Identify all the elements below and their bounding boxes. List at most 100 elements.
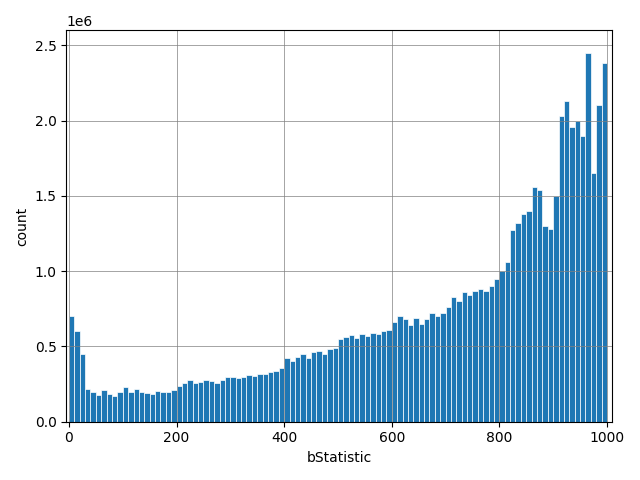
X-axis label: bStatistic: bStatistic bbox=[307, 451, 372, 465]
Bar bbox=[150, 394, 155, 422]
Bar bbox=[257, 374, 262, 422]
Bar bbox=[403, 319, 408, 422]
Bar bbox=[505, 262, 510, 422]
Bar bbox=[370, 333, 376, 422]
Bar bbox=[548, 229, 553, 422]
Bar bbox=[268, 372, 273, 422]
Bar bbox=[123, 387, 128, 422]
Bar bbox=[193, 384, 198, 422]
Bar bbox=[435, 316, 440, 422]
Bar bbox=[279, 368, 284, 422]
Bar bbox=[177, 385, 182, 422]
Bar bbox=[343, 337, 349, 422]
Bar bbox=[354, 338, 360, 422]
Bar bbox=[445, 307, 451, 422]
Bar bbox=[252, 376, 257, 422]
Bar bbox=[365, 336, 370, 422]
Bar bbox=[166, 392, 171, 422]
Bar bbox=[451, 297, 456, 422]
Bar bbox=[537, 190, 542, 422]
Bar bbox=[220, 380, 225, 422]
Bar bbox=[602, 63, 607, 422]
Bar bbox=[300, 354, 306, 422]
Bar bbox=[214, 383, 220, 422]
Bar bbox=[570, 127, 575, 422]
Bar bbox=[349, 335, 354, 422]
Bar bbox=[413, 318, 419, 422]
Bar bbox=[273, 371, 279, 422]
Bar bbox=[424, 319, 429, 422]
Bar bbox=[564, 101, 570, 422]
Bar bbox=[333, 348, 338, 422]
Bar bbox=[397, 316, 403, 422]
Bar bbox=[494, 279, 499, 422]
Y-axis label: count: count bbox=[15, 206, 29, 245]
Bar bbox=[575, 120, 580, 422]
Bar bbox=[188, 380, 193, 422]
Bar bbox=[542, 226, 548, 422]
Bar bbox=[289, 361, 295, 422]
Bar bbox=[101, 390, 107, 422]
Bar bbox=[139, 392, 144, 422]
Bar bbox=[80, 354, 85, 422]
Bar bbox=[322, 354, 327, 422]
Bar bbox=[392, 323, 397, 422]
Bar bbox=[112, 396, 117, 422]
Bar bbox=[591, 173, 596, 422]
Bar bbox=[209, 381, 214, 422]
Bar bbox=[96, 396, 101, 422]
Bar bbox=[182, 383, 188, 422]
Bar bbox=[171, 390, 177, 422]
Bar bbox=[360, 335, 365, 422]
Bar bbox=[311, 352, 316, 422]
Bar bbox=[408, 325, 413, 422]
Bar bbox=[472, 291, 478, 422]
Bar bbox=[230, 376, 236, 422]
Bar bbox=[316, 351, 322, 422]
Bar bbox=[483, 291, 488, 422]
Bar bbox=[532, 187, 537, 422]
Bar bbox=[515, 223, 521, 422]
Bar bbox=[74, 331, 80, 422]
Bar bbox=[69, 316, 74, 422]
Bar bbox=[295, 357, 300, 422]
Bar bbox=[419, 324, 424, 422]
Bar bbox=[241, 377, 246, 422]
Bar bbox=[440, 313, 445, 422]
Bar bbox=[488, 286, 494, 422]
Bar bbox=[246, 375, 252, 422]
Bar bbox=[526, 211, 532, 422]
Bar bbox=[521, 214, 526, 422]
Bar bbox=[376, 334, 381, 422]
Bar bbox=[262, 373, 268, 422]
Bar bbox=[198, 382, 204, 422]
Bar bbox=[144, 393, 150, 422]
Bar bbox=[387, 330, 392, 422]
Bar bbox=[107, 394, 112, 422]
Bar bbox=[306, 359, 311, 422]
Bar bbox=[596, 106, 602, 422]
Bar bbox=[161, 392, 166, 422]
Bar bbox=[553, 196, 559, 422]
Bar bbox=[236, 378, 241, 422]
Bar bbox=[467, 295, 472, 422]
Bar bbox=[128, 392, 134, 422]
Bar bbox=[85, 389, 90, 422]
Bar bbox=[155, 391, 161, 422]
Bar bbox=[580, 135, 586, 422]
Bar bbox=[499, 271, 505, 422]
Bar bbox=[429, 313, 435, 422]
Bar bbox=[461, 292, 467, 422]
Bar bbox=[478, 289, 483, 422]
Bar bbox=[338, 339, 343, 422]
Bar bbox=[225, 377, 230, 422]
Bar bbox=[510, 230, 515, 422]
Bar bbox=[204, 380, 209, 422]
Bar bbox=[134, 389, 139, 422]
Bar bbox=[586, 53, 591, 422]
Bar bbox=[284, 359, 289, 422]
Bar bbox=[559, 116, 564, 422]
Bar bbox=[90, 392, 96, 422]
Bar bbox=[117, 392, 123, 422]
Bar bbox=[456, 301, 461, 422]
